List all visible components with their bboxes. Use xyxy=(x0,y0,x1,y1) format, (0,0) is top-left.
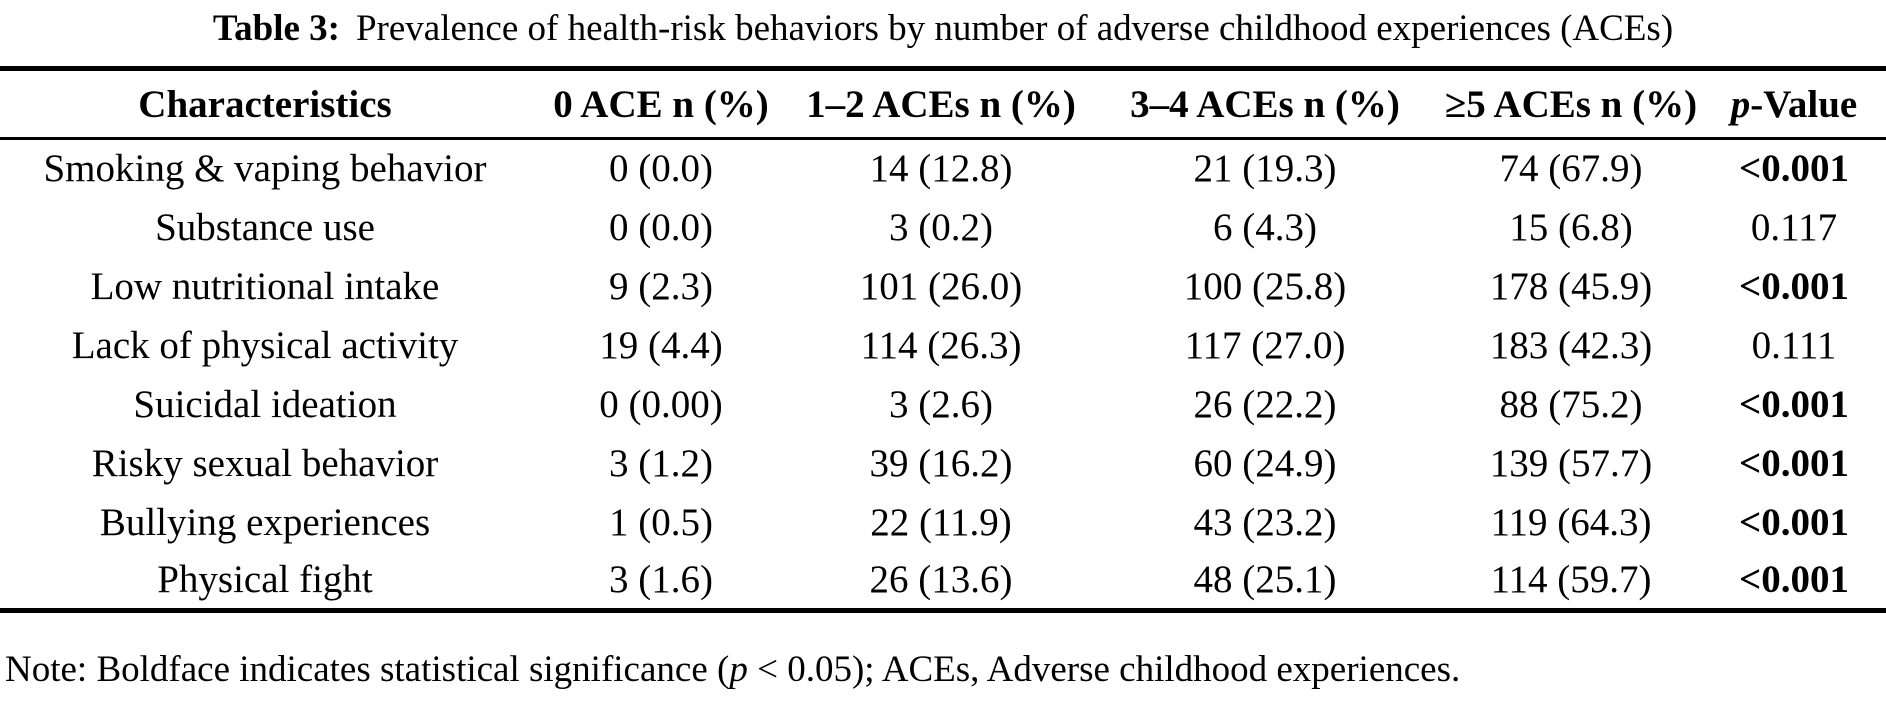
cell-p-value: <0.001 xyxy=(1739,382,1849,426)
col-header-5plus-aces: ≥5 ACEs n (%) xyxy=(1444,82,1698,126)
cell-1-2aces: 26 (13.6) xyxy=(869,558,1013,602)
cell-1-2aces: 3 (2.6) xyxy=(889,382,993,426)
header-row: Characteristics 0 ACE n (%) 1–2 ACEs n (… xyxy=(0,69,1886,139)
table-caption-text: Prevalence of health-risk behaviors by n… xyxy=(355,8,1674,49)
col-header-0-ace: 0 ACE n (%) xyxy=(553,82,769,126)
cell-0ace: 19 (4.4) xyxy=(599,323,723,367)
cell-p-value: <0.001 xyxy=(1739,558,1849,602)
table-row: Physical fight 3 (1.6) 26 (13.6) 48 (25.… xyxy=(0,552,1886,611)
cell-0ace: 3 (1.6) xyxy=(609,558,713,602)
cell-0ace: 0 (0.00) xyxy=(599,382,723,426)
row-label: Risky sexual behavior xyxy=(91,441,439,485)
cell-p-value: <0.001 xyxy=(1739,147,1849,191)
cell-5aces: 114 (59.7) xyxy=(1490,558,1652,602)
col-header-1-2-aces: 1–2 ACEs n (%) xyxy=(806,82,1076,126)
p-value-rest: -Value xyxy=(1750,82,1858,126)
footnote-italic-p: p xyxy=(729,649,748,690)
cell-1-2aces: 3 (0.2) xyxy=(889,205,993,249)
table-row: Smoking & vaping behavior 0 (0.0) 14 (12… xyxy=(0,139,1886,198)
col-header-characteristics: Characteristics xyxy=(138,82,392,126)
cell-p-value: 0.117 xyxy=(1750,205,1838,249)
cell-3-4aces: 100 (25.8) xyxy=(1183,264,1347,308)
cell-5aces: 139 (57.7) xyxy=(1489,441,1653,485)
cell-1-2aces: 101 (26.0) xyxy=(859,264,1023,308)
cell-5aces: 183 (42.3) xyxy=(1489,323,1653,367)
row-label: Bullying experiences xyxy=(99,500,431,544)
table-number-label: Table 3: xyxy=(212,8,340,49)
table-row: Suicidal ideation 0 (0.00) 3 (2.6) 26 (2… xyxy=(0,375,1886,434)
row-label: Lack of physical activity xyxy=(71,323,459,367)
cell-3-4aces: 60 (24.9) xyxy=(1193,441,1337,485)
cell-0ace: 9 (2.3) xyxy=(609,264,713,308)
cell-1-2aces: 114 (26.3) xyxy=(860,323,1022,367)
table-row: Bullying experiences 1 (0.5) 22 (11.9) 4… xyxy=(0,493,1886,552)
cell-0ace: 1 (0.5) xyxy=(609,500,713,544)
cell-0ace: 0 (0.0) xyxy=(609,205,713,249)
table-row: Low nutritional intake 9 (2.3) 101 (26.0… xyxy=(0,257,1886,316)
cell-0ace: 0 (0.0) xyxy=(609,147,713,191)
footnote-suffix: < 0.05); ACEs, Adverse childhood experie… xyxy=(747,649,1461,690)
cell-5aces: 74 (67.9) xyxy=(1499,147,1643,191)
cell-5aces: 15 (6.8) xyxy=(1509,205,1633,249)
col-header-3-4-aces: 3–4 ACEs n (%) xyxy=(1130,82,1400,126)
cell-3-4aces: 117 (27.0) xyxy=(1184,323,1346,367)
table-caption: Table 3: Prevalence of health-risk behavi… xyxy=(0,4,1886,54)
row-label: Smoking & vaping behavior xyxy=(43,147,487,191)
ace-prevalence-table: Characteristics 0 ACE n (%) 1–2 ACEs n (… xyxy=(0,66,1886,613)
cell-p-value: <0.001 xyxy=(1739,500,1849,544)
p-value-italic-p: p xyxy=(1730,82,1751,126)
cell-5aces: 178 (45.9) xyxy=(1489,264,1653,308)
footnote-prefix: Note: Boldface indicates statistical sig… xyxy=(5,649,730,690)
table-row: Risky sexual behavior 3 (1.2) 39 (16.2) … xyxy=(0,434,1886,493)
cell-3-4aces: 26 (22.2) xyxy=(1193,382,1337,426)
cell-3-4aces: 6 (4.3) xyxy=(1213,205,1317,249)
cell-1-2aces: 39 (16.2) xyxy=(869,441,1013,485)
row-label: Suicidal ideation xyxy=(133,382,397,426)
cell-3-4aces: 43 (23.2) xyxy=(1193,500,1337,544)
col-header-p-value: p-Value xyxy=(1702,69,1886,139)
row-label: Substance use xyxy=(155,205,375,249)
cell-p-value: <0.001 xyxy=(1739,441,1849,485)
cell-1-2aces: 22 (11.9) xyxy=(870,500,1012,544)
row-label: Low nutritional intake xyxy=(90,264,440,308)
table-row: Substance use 0 (0.0) 3 (0.2) 6 (4.3) 15… xyxy=(0,198,1886,257)
cell-0ace: 3 (1.2) xyxy=(609,441,713,485)
cell-3-4aces: 48 (25.1) xyxy=(1193,558,1337,602)
cell-3-4aces: 21 (19.3) xyxy=(1193,147,1337,191)
table-footnote: Note: Boldface indicates statistical sig… xyxy=(5,646,1460,694)
cell-p-value: 0.111 xyxy=(1751,323,1837,367)
table-row: Lack of physical activity 19 (4.4) 114 (… xyxy=(0,316,1886,375)
row-label: Physical fight xyxy=(157,558,373,602)
cell-5aces: 88 (75.2) xyxy=(1499,382,1643,426)
cell-1-2aces: 14 (12.8) xyxy=(869,147,1013,191)
cell-5aces: 119 (64.3) xyxy=(1490,500,1652,544)
cell-p-value: <0.001 xyxy=(1739,264,1849,308)
